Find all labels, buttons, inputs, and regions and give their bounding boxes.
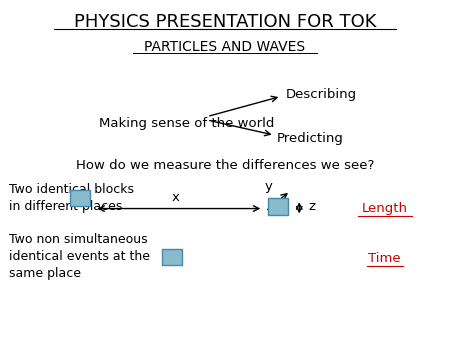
Text: Two non simultaneous
identical events at the
same place: Two non simultaneous identical events at… — [9, 233, 150, 281]
Text: x: x — [171, 192, 180, 204]
Text: Length: Length — [362, 202, 408, 215]
FancyBboxPatch shape — [268, 198, 288, 215]
Text: Making sense of the world: Making sense of the world — [99, 117, 274, 130]
FancyBboxPatch shape — [162, 249, 182, 265]
Text: y: y — [265, 180, 272, 193]
Text: How do we measure the differences we see?: How do we measure the differences we see… — [76, 159, 374, 172]
FancyBboxPatch shape — [70, 190, 90, 206]
Text: Time: Time — [369, 252, 401, 265]
Text: PHYSICS PRESENTATION FOR TOK: PHYSICS PRESENTATION FOR TOK — [74, 13, 376, 31]
Text: z: z — [308, 200, 315, 213]
Text: Predicting: Predicting — [277, 132, 344, 145]
Text: Describing: Describing — [286, 88, 357, 101]
Text: Two identical blocks
in different places: Two identical blocks in different places — [9, 183, 134, 213]
Text: PARTICLES AND WAVES: PARTICLES AND WAVES — [144, 40, 306, 54]
